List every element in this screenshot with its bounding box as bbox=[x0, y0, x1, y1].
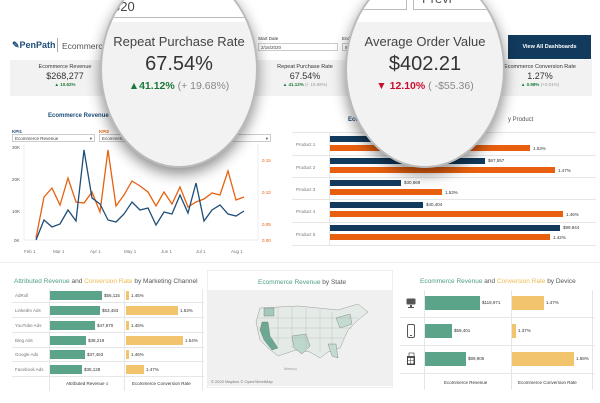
product-panel-title-right: y Product bbox=[508, 117, 534, 123]
tablet-icon bbox=[407, 352, 415, 365]
channel-row: AdRoll $56,115 1.45% bbox=[12, 289, 204, 303]
map-panel bbox=[207, 270, 393, 388]
penpath-logo[interactable]: ✎PenPath bbox=[12, 40, 56, 50]
down-arrow-icon: ▼ bbox=[376, 80, 387, 92]
start-date-input[interactable]: 2/16/2020 bbox=[258, 43, 338, 51]
product-panel-title-left: Eco bbox=[348, 117, 360, 123]
magnified-input[interactable] bbox=[347, 0, 407, 10]
channel-axis-rate: Ecommerce Conversion Rate bbox=[132, 381, 191, 386]
device-row: $59,401 1.37% bbox=[400, 318, 595, 346]
product-row: Product 3 $30,869 1.53% bbox=[292, 178, 596, 200]
revenue-line-chart: 30K 20K 10K 0K 0.15 0.10 0.05 0.00 Feb 1… bbox=[12, 144, 271, 254]
start-date-label: Start Date bbox=[258, 36, 279, 41]
kpi1-select[interactable]: Ecommerce Revenue ▾ bbox=[12, 134, 95, 142]
up-arrow-icon: ▲ bbox=[54, 82, 59, 87]
up-arrow-icon: ▲ bbox=[128, 80, 140, 92]
channel-row: LinkedIn Ads $53,483 1.53% bbox=[12, 303, 204, 318]
channel-row: Facebook Ads $35,128 1.47% bbox=[12, 362, 204, 377]
svg-text:0K: 0K bbox=[14, 238, 20, 243]
header-divider bbox=[57, 38, 58, 52]
channel-row: Google Ads $37,463 1.46% bbox=[12, 348, 204, 362]
svg-text:Apr 1: Apr 1 bbox=[90, 249, 101, 254]
device-row: $118,971 1.47% bbox=[400, 290, 595, 318]
logo-icon: ✎ bbox=[12, 40, 20, 50]
channel-row: YouTube Ads $47,870 1.45% bbox=[12, 318, 204, 333]
svg-text:10K: 10K bbox=[12, 209, 20, 214]
desktop-icon bbox=[406, 298, 416, 308]
svg-text:0.15: 0.15 bbox=[262, 158, 271, 163]
channel-chart: AdRoll $56,115 1.45% LinkedIn Ads $53,483 1.… bbox=[12, 289, 204, 391]
line-panel-title: Ecommerce Revenue ar bbox=[48, 113, 116, 119]
svg-text:May 1: May 1 bbox=[124, 249, 137, 254]
kpi-ecommerce-conversion-rate: Ecommerce Conversion Rate 1.27% ▲ 0.98% … bbox=[504, 64, 576, 87]
section-divider bbox=[0, 262, 600, 263]
svg-text:Mar 1: Mar 1 bbox=[53, 249, 65, 254]
map-panel-title: Ecommerce Revenue by State bbox=[258, 279, 347, 286]
up-arrow-icon: ▲ bbox=[520, 82, 526, 87]
svg-text:Feb 1: Feb 1 bbox=[24, 249, 36, 254]
product-row: Product 4 $40,404 1.46% bbox=[292, 200, 596, 223]
svg-text:Jun 1: Jun 1 bbox=[161, 249, 173, 254]
us-state-map[interactable]: Mexico © 2020 Mapbox © OpenStreetMap bbox=[208, 290, 392, 386]
channel-panel-title: Attributed Revenue and Conversion Rate b… bbox=[14, 278, 198, 285]
channel-axis-revenue: Attributed Revenue ≡ bbox=[66, 381, 109, 386]
magnifier-average-order-value: Previ Average Order Value $402.21 ▼ 12.1… bbox=[345, 0, 505, 168]
device-axis-rate: Ecommerce Conversion Rate bbox=[518, 380, 577, 385]
svg-text:© 2020 Mapbox © OpenStreetMap: © 2020 Mapbox © OpenStreetMap bbox=[211, 379, 273, 384]
dropdown-arrow-icon: ▾ bbox=[89, 136, 92, 141]
svg-text:Aug 1: Aug 1 bbox=[231, 249, 243, 254]
kpi2-label: KPI2 bbox=[99, 129, 110, 134]
svg-text:Mexico: Mexico bbox=[284, 366, 297, 371]
magnified-previous-button[interactable]: Previ bbox=[413, 0, 503, 10]
svg-text:0.05: 0.05 bbox=[262, 222, 271, 227]
magnified-filter-input[interactable]: 020 bbox=[102, 0, 256, 18]
view-all-dashboards-button[interactable]: View All Dashboards bbox=[508, 35, 591, 59]
svg-text:30K: 30K bbox=[12, 145, 20, 150]
dropdown-arrow-icon: ▾ bbox=[265, 136, 268, 141]
magnifier-repeat-purchase: 020 Repeat Purchase Rate 67.54% ▲41.12% … bbox=[100, 0, 258, 168]
device-axis-revenue: Ecommerce Revenue bbox=[444, 380, 488, 385]
dashboard-title: Ecommerce Perf bbox=[62, 41, 126, 51]
device-row: $89,905 1.58% bbox=[400, 346, 595, 374]
svg-text:20K: 20K bbox=[12, 177, 20, 182]
mobile-icon bbox=[407, 324, 415, 338]
device-chart: $118,971 1.47% $59,401 1.37% $89,905 1.5… bbox=[400, 290, 595, 390]
device-panel-title: Ecommerce Revenue and Conversion Rate by… bbox=[420, 278, 576, 285]
sort-icon[interactable]: ≡ bbox=[105, 381, 109, 386]
kpi1-label: KPI1 bbox=[12, 129, 23, 134]
channel-row: Bing Ads $38,219 1.54% bbox=[12, 333, 204, 348]
kpi-repeat-purchase-rate: Repeat Purchase Rate 67.54% ▲ 41.12% (+ … bbox=[277, 64, 333, 87]
svg-text:0.10: 0.10 bbox=[262, 190, 271, 195]
kpi-ecommerce-revenue: Ecommerce Revenue $268,277 ▲ 10.62% bbox=[38, 64, 92, 87]
product-row: Product 5 $99,944 1.42% bbox=[292, 223, 596, 246]
svg-text:Jul 1: Jul 1 bbox=[196, 249, 206, 254]
svg-text:0.00: 0.00 bbox=[262, 238, 271, 243]
up-arrow-icon: ▲ bbox=[282, 82, 288, 87]
